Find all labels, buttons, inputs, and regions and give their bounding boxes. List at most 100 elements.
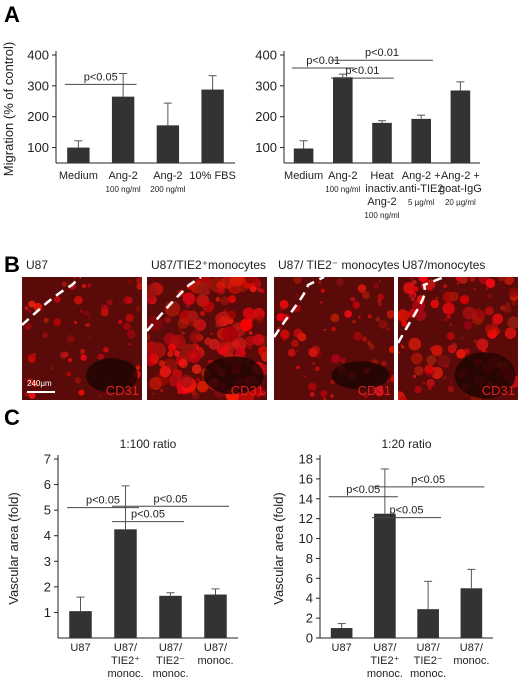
cd31-vessel-blob: [410, 277, 413, 280]
cd31-vessel-blob: [287, 348, 296, 357]
cd31-vessel-blob: [219, 282, 223, 286]
cd31-vessel-blob: [152, 320, 160, 328]
cd31-vessel-blob: [484, 306, 494, 316]
significance-label: p<0.05: [154, 493, 188, 505]
category-label: Medium: [59, 170, 98, 182]
cd31-vessel-blob: [102, 346, 109, 353]
significance-label: p<0.01: [345, 65, 379, 77]
bar: [372, 122, 392, 163]
cd31-vessel-blob: [242, 345, 246, 349]
category-label: Ang-2 +: [402, 170, 441, 182]
cd31-vessel-blob: [297, 332, 307, 342]
cd31-vessel-blob: [492, 313, 504, 325]
tissue-void: [203, 356, 264, 395]
category-label: Heat: [370, 170, 393, 182]
cd31-vessel-blob: [147, 334, 151, 341]
significance-label: p<0.01: [306, 55, 340, 67]
significance-label: p<0.05: [84, 71, 118, 83]
cd31-vessel-blob: [330, 313, 340, 323]
cd31-vessel-blob: [73, 277, 78, 280]
cd31-vessel-blob: [358, 315, 361, 319]
cd31-vessel-blob: [401, 320, 408, 327]
category-label: U87/: [417, 642, 441, 654]
category-label: U87/: [204, 642, 228, 654]
category-label: monoc.: [453, 655, 489, 667]
cd31-vessel-blob: [446, 332, 455, 341]
cd31-vessel-blob: [276, 312, 286, 322]
category-label: 100 ng/ml: [325, 185, 360, 194]
cd31-vessel-blob: [330, 380, 335, 385]
cd31-vessel-blob: [308, 383, 316, 391]
cd31-vessel-blob: [492, 327, 501, 336]
y-tick-label: 3: [44, 554, 51, 569]
cd31-vessel-blob: [412, 286, 419, 292]
cd31-vessel-blob: [320, 288, 326, 293]
cd31-vessel-blob: [28, 391, 36, 399]
cd31-vessel-blob: [280, 329, 290, 340]
chart-vascular-area-1-100: 1 2 3 4 5 6 7 Vascular area (fold) 1:100 ratio U8…: [6, 437, 238, 680]
cd31-vessel-blob: [435, 296, 439, 300]
cd31-vessel-blob: [80, 310, 84, 313]
category-label: 200 ng/ml: [150, 185, 185, 194]
cd31-vessel-blob: [256, 315, 264, 324]
cd31-vessel-blob: [424, 364, 435, 374]
cd31-vessel-blob: [190, 352, 197, 359]
y-tick-label: 2: [306, 611, 313, 626]
cd31-vessel-blob: [319, 301, 323, 304]
category-label: Ang-2: [328, 170, 357, 182]
cd31-vessel-blob: [502, 304, 512, 314]
tumor-border-dashed: [398, 277, 445, 344]
cd31-vessel-blob: [487, 293, 493, 299]
cd31-vessel-blob: [61, 281, 67, 287]
chart-migration-ang2-dose: 100 200 300 400 Migration (% of control) Medi…: [1, 42, 236, 194]
cd31-vessel-blob: [173, 350, 181, 357]
y-tick-label: 12: [299, 511, 313, 526]
cd31-vessel-blob: [511, 300, 517, 306]
y-tick-label: 100: [255, 140, 277, 155]
category-label: 100 ng/ml: [364, 211, 399, 220]
category-label: Ang-2: [153, 170, 182, 182]
cd31-vessel-blob: [179, 374, 193, 388]
y-tick-label: 300: [27, 78, 49, 93]
cd31-vessel-blob: [160, 388, 164, 393]
cd31-vessel-blob: [418, 277, 428, 283]
scalebar-label: 240μm: [27, 379, 52, 388]
category-label: U87/: [460, 642, 484, 654]
cd31-vessel-blob: [240, 350, 245, 355]
cd31-vessel-blob: [249, 285, 257, 293]
y-tick-label: 7: [44, 452, 51, 467]
cd31-vessel-blob: [53, 318, 62, 327]
y-tick-label: 1: [44, 605, 51, 620]
cd31-vessel-blob: [54, 295, 61, 303]
cd31-vessel-blob: [473, 339, 477, 343]
cd31-vessel-blob: [80, 354, 87, 361]
cd31-vessel-blob: [481, 348, 486, 353]
cd31-vessel-blob: [398, 351, 400, 354]
cd31-vessel-blob: [208, 338, 220, 350]
cd31-vessel-blob: [252, 386, 264, 398]
tissue-void: [86, 358, 138, 393]
cd31-vessel-blob: [329, 393, 334, 398]
cd31-vessel-blob: [443, 284, 448, 289]
cd31-vessel-blob: [331, 326, 336, 332]
cd31-vessel-blob: [400, 344, 403, 347]
cd31-vessel-blob: [177, 326, 183, 332]
cd31-vessel-blob: [66, 371, 72, 377]
micrograph-panel: U87/monocytes CD31: [398, 258, 518, 400]
cd31-vessel-blob: [314, 366, 320, 372]
cd31-vessel-blob: [100, 304, 109, 313]
bar: [450, 90, 471, 163]
cd31-vessel-blob: [398, 309, 410, 322]
cd31-vessel-blob: [123, 322, 131, 331]
stain-label: CD31: [231, 383, 264, 398]
category-label: 10% FBS: [189, 170, 235, 182]
cd31-vessel-blob: [340, 357, 346, 364]
cd31-vessel-blob: [88, 336, 91, 339]
category-label: monoc.: [152, 668, 188, 680]
panel-letter-b: B: [4, 252, 20, 277]
cd31-vessel-blob: [312, 361, 316, 365]
cd31-vessel-blob: [451, 343, 458, 350]
cd31-vessel-blob: [220, 296, 230, 306]
cd31-vessel-blob: [28, 310, 31, 313]
cd31-vessel-blob: [152, 392, 155, 395]
